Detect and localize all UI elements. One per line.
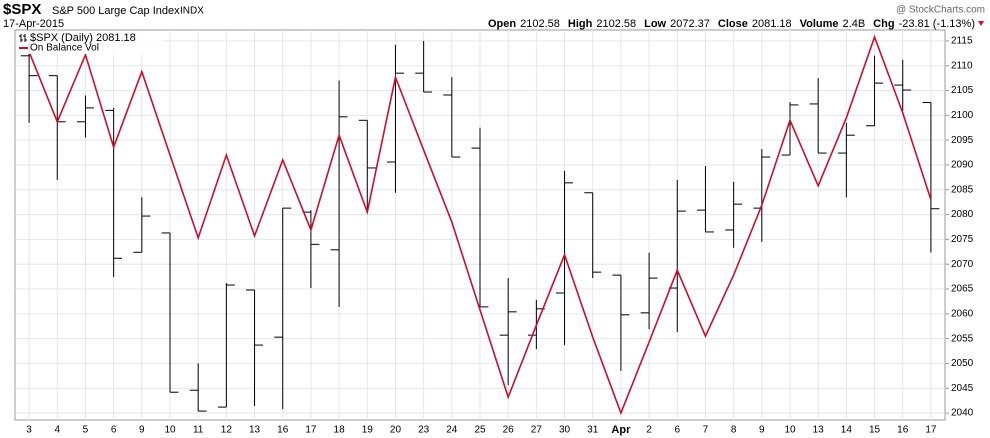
obv-line [28, 34, 932, 416]
x-tick-label: 30 [559, 425, 571, 436]
quote-value: -23.81 (-1.13%) [899, 18, 975, 30]
y-tick-label: 2080 [951, 209, 974, 220]
date: 17-Apr-2015 [3, 18, 64, 30]
y-tick-label: 2070 [951, 259, 974, 270]
x-tick-label: 19 [362, 425, 374, 436]
x-tick-label: 12 [221, 425, 233, 436]
y-tick-label: 2105 [951, 85, 974, 96]
x-tick-label: 15 [869, 425, 881, 436]
quote-label: Low [644, 18, 666, 30]
x-tick-label: 9 [759, 425, 765, 436]
legend-icon [19, 34, 27, 42]
x-tick-label: Apr [611, 424, 631, 436]
y-tick-label: 2115 [951, 36, 973, 47]
x-tick-label: 13 [249, 425, 261, 436]
legend-bg [17, 32, 162, 54]
quote-value: 2.4B [843, 18, 866, 30]
x-tick-label: 6 [111, 425, 117, 436]
x-tick-label: 17 [925, 425, 937, 436]
chart-title: $SPX [3, 1, 41, 18]
grid: 2040204520502055206020652070207520802085… [15, 30, 974, 436]
quote-label: High [568, 18, 593, 30]
chart-subtitle: S&P 500 Large Cap Index [52, 5, 180, 17]
y-tick-label: 2095 [951, 135, 974, 146]
chg-arrow [978, 21, 984, 26]
x-tick-label: 25 [474, 425, 486, 436]
quote-label: Volume [800, 18, 839, 30]
quote-label: Chg [873, 18, 894, 30]
x-tick-label: 9 [139, 425, 145, 436]
y-tick-label: 2055 [951, 333, 974, 344]
x-tick-label: 13 [813, 425, 825, 436]
y-tick-label: 2100 [951, 110, 974, 121]
y-tick-label: 2045 [951, 383, 974, 394]
x-tick-label: 23 [418, 425, 430, 436]
x-tick-label: 4 [54, 425, 60, 436]
x-tick-label: 18 [334, 425, 346, 436]
y-tick-label: 2075 [951, 234, 974, 245]
x-tick-label: 24 [446, 425, 458, 436]
x-tick-label: 26 [503, 425, 515, 436]
quote-value: 2102.58 [596, 18, 636, 30]
quote-text: Open 2102.58 High 2102.58 Low 2072.37 Close 208… [488, 18, 975, 30]
legend: $SPX (Daily) 2081.18 On Balance Vol [17, 32, 162, 54]
x-tick-label: 3 [26, 425, 32, 436]
x-tick-label: 16 [897, 425, 909, 436]
quote-value: 2102.58 [520, 18, 560, 30]
y-tick-label: 2085 [951, 184, 974, 195]
x-tick-label: 16 [277, 425, 289, 436]
y-tick-label: 2090 [951, 160, 974, 171]
legend-price: $SPX (Daily) 2081.18 [30, 32, 136, 44]
x-tick-label: 31 [587, 425, 599, 436]
x-tick-label: 27 [531, 425, 543, 436]
exchange: INDX [180, 6, 204, 17]
legend-obv: On Balance Vol [30, 43, 99, 54]
x-tick-label: 17 [305, 425, 317, 436]
x-tick-label: 20 [390, 425, 402, 436]
x-tick-label: 14 [841, 425, 853, 436]
x-tick-label: 2 [646, 425, 652, 436]
x-tick-label: 7 [703, 425, 709, 436]
x-tick-label: 5 [83, 425, 89, 436]
quote-value: 2081.18 [752, 18, 792, 30]
y-tick-label: 2110 [951, 60, 973, 71]
x-tick-label: 8 [731, 425, 737, 436]
x-tick-label: 11 [193, 425, 204, 436]
y-tick-label: 2050 [951, 358, 974, 369]
x-tick-label: 10 [164, 425, 176, 436]
quote-label: Close [718, 18, 748, 30]
quote-value: 2072.37 [670, 18, 710, 30]
quote-label: Open [488, 18, 516, 30]
y-tick-label: 2060 [951, 308, 974, 319]
x-tick-label: 10 [784, 425, 796, 436]
y-tick-label: 2065 [951, 284, 974, 295]
watermark: @ StockCharts.com [896, 5, 985, 16]
quote: Open 2102.58 High 2102.58 Low 2072.37 Close 208… [488, 18, 984, 30]
marks [20, 34, 940, 416]
x-tick-label: 6 [674, 425, 680, 436]
y-tick-label: 2040 [951, 408, 974, 419]
